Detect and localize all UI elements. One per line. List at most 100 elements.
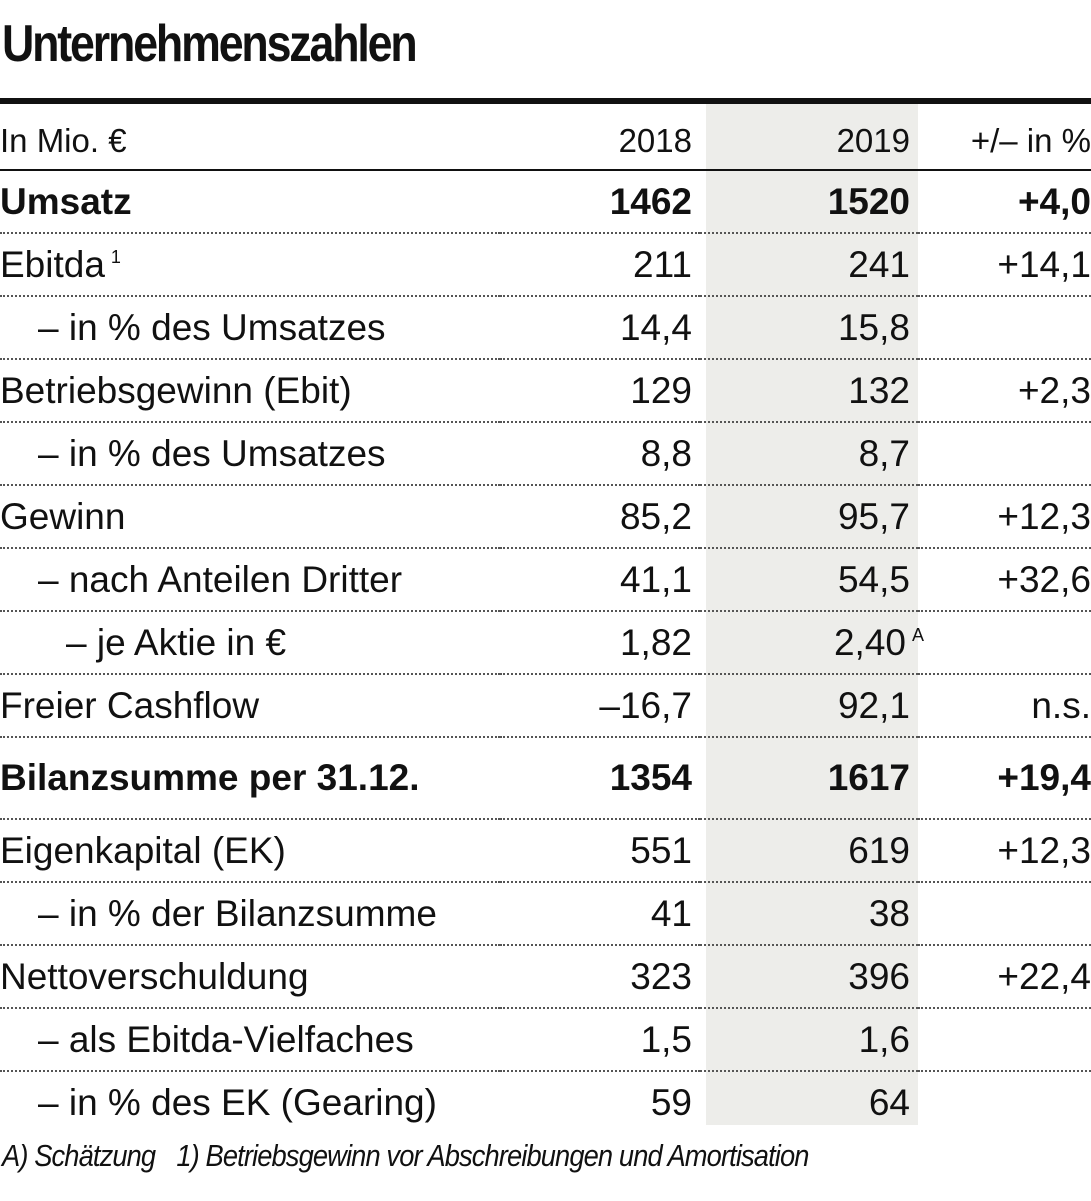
table-row: Freier Cashflow –16,7 92,1 n.s. xyxy=(0,674,1091,738)
table-row: Nettoverschuldung 323 396 +22,4 xyxy=(0,945,1091,1009)
value-2018: 1462 xyxy=(500,170,700,234)
table-row: – in % der Bilanzsumme 41 38 xyxy=(0,882,1091,946)
row-label: – nach Anteilen Dritter xyxy=(0,548,500,612)
value-2018: 129 xyxy=(500,359,700,423)
value-change-percent xyxy=(918,422,1091,486)
value-2019-text: 1520 xyxy=(827,180,910,222)
value-2019: 92,1 xyxy=(700,674,918,738)
value-2019: 95,7 xyxy=(700,485,918,549)
value-2018: 85,2 xyxy=(500,485,700,549)
value-2018: 41 xyxy=(500,882,700,946)
value-2019-text: 2,40 xyxy=(833,621,906,663)
value-2019: 619 xyxy=(700,819,918,883)
value-2019-text: 132 xyxy=(848,369,910,411)
value-2018: 211 xyxy=(500,233,700,297)
value-2019: 1520 xyxy=(700,170,918,234)
value-2019: 132 xyxy=(700,359,918,423)
header-row: In Mio. € 2018 2019 +/– in % xyxy=(0,113,1091,171)
value-2019: 64 xyxy=(700,1071,918,1133)
value-change-percent xyxy=(918,1008,1091,1072)
row-label: – je Aktie in € xyxy=(0,611,500,675)
table-row: Bilanzsumme per 31.12. 1354 1617 +19,4 xyxy=(0,737,1091,820)
row-label-text: Bilanzsumme per 31.12. xyxy=(0,757,420,798)
value-change-percent: +32,6 xyxy=(918,548,1091,612)
row-label-text: – in % des Umsatzes xyxy=(38,432,386,474)
value-2019: 396 xyxy=(700,945,918,1009)
row-label-text: Umsatz xyxy=(0,180,132,222)
table-body: Umsatz 1462 1520 +4,0 Ebitda 1 211 241 +14,1– in… xyxy=(0,170,1091,1133)
value-change-percent: +4,0 xyxy=(918,170,1091,234)
row-label-text: Ebitda xyxy=(0,243,105,285)
value-2019-text: 396 xyxy=(848,955,910,997)
row-label: Eigenkapital (EK) xyxy=(0,819,500,883)
header-2019: 2019 xyxy=(700,113,918,171)
table-row: Gewinn 85,2 95,7 +12,3 xyxy=(0,485,1091,549)
value-2018: 59 xyxy=(650,1081,692,1123)
value-change-percent: n.s. xyxy=(918,674,1091,738)
row-label: – in % des Umsatzes xyxy=(0,422,500,486)
row-label: – in % des Umsatzes xyxy=(0,296,500,360)
row-label-text: – nach Anteilen Dritter xyxy=(38,558,403,600)
figures-table: In Mio. € 2018 2019 +/– in % Umsatz 1462 1… xyxy=(0,113,1091,1133)
value-2018: 551 xyxy=(500,819,700,883)
value-2019-text: 38 xyxy=(868,892,910,934)
value-change-percent: +12,3 xyxy=(918,819,1091,883)
value-2019-text: 8,7 xyxy=(858,432,910,474)
table-row: Betriebsgewinn (Ebit) 129 132 +2,3 xyxy=(0,359,1091,423)
table-row: – in % des Umsatzes 14,4 15,8 xyxy=(0,296,1091,360)
header-2018: 2018 xyxy=(500,113,700,171)
table-row: – als Ebitda-Vielfaches 1,5 1,6 xyxy=(0,1008,1091,1072)
value-2019: 15,8 xyxy=(700,296,918,360)
value-2019-text: 619 xyxy=(848,829,910,871)
footnote-a: A) Schätzung xyxy=(2,1138,156,1173)
value-2019: 1,6 xyxy=(700,1008,918,1072)
footnote-1: 1) Betriebsgewinn vor Abschreibungen und… xyxy=(176,1138,809,1173)
row-label-text: Betriebsgewinn (Ebit) xyxy=(0,369,352,411)
row-label: – als Ebitda-Vielfaches xyxy=(0,1008,500,1072)
value-2018: 1,5 xyxy=(500,1008,700,1072)
value-change-percent xyxy=(918,611,1091,675)
value-change-percent xyxy=(918,882,1091,946)
value-change-percent: +2,3 xyxy=(918,359,1091,423)
value-2019: 241 xyxy=(700,233,918,297)
row-label: – in % der Bilanzsumme xyxy=(0,882,500,946)
row-label-text: – in % der Bilanzsumme xyxy=(38,892,437,934)
table-row: – in % des Umsatzes 8,8 8,7 xyxy=(0,422,1091,486)
row-label: Freier Cashflow xyxy=(0,674,500,738)
table-title: Unternehmenszahlen xyxy=(2,15,418,73)
value-2019-text: 1,6 xyxy=(858,1018,910,1060)
footnote-marker: A xyxy=(911,625,924,646)
value-2019-text: 54,5 xyxy=(837,558,910,600)
table-row: Umsatz 1462 1520 +4,0 xyxy=(0,170,1091,234)
row-label-text: Eigenkapital (EK) xyxy=(0,829,286,871)
row-label-text: Nettoverschuldung xyxy=(0,955,309,997)
row-label: Ebitda 1 xyxy=(0,233,500,297)
value-2018: 323 xyxy=(500,945,700,1009)
value-change-percent: +19,4 xyxy=(918,737,1091,820)
row-label-text: Gewinn xyxy=(0,495,126,537)
value-2018: 14,4 xyxy=(500,296,700,360)
row-label-text: Freier Cashflow xyxy=(0,684,260,726)
value-2019: 8,7 xyxy=(700,422,918,486)
title-rule xyxy=(0,98,1091,104)
value-2018: 1,82 xyxy=(500,611,700,675)
row-label: Bilanzsumme per 31.12. xyxy=(0,737,500,820)
footnote-marker: 1 xyxy=(110,247,121,268)
table-row: Eigenkapital (EK) 551 619 +12,3 xyxy=(0,819,1091,883)
value-2019-text: 95,7 xyxy=(837,495,910,537)
value-2019-text: 241 xyxy=(848,243,910,285)
value-2019-text: 15,8 xyxy=(837,306,910,348)
table-row: – in % des EK (Gearing) 59 64 xyxy=(0,1071,1091,1133)
value-2019: 38 xyxy=(700,882,918,946)
footnotes: A) Schätzung 1) Betriebsgewinn vor Abschr… xyxy=(2,1138,830,1174)
value-change-percent: +22,4 xyxy=(918,945,1091,1009)
table-row: – nach Anteilen Dritter 41,1 54,5 +32,6 xyxy=(0,548,1091,612)
header-change-percent: +/– in % xyxy=(918,113,1091,171)
value-change-percent: +12,3 xyxy=(918,485,1091,549)
row-label: Nettoverschuldung xyxy=(0,945,500,1009)
value-change-percent: +14,1 xyxy=(918,233,1091,297)
value-2019-text: 64 xyxy=(868,1081,910,1123)
row-label: Umsatz xyxy=(0,170,500,234)
row-label-text: – in % des EK (Gearing) xyxy=(38,1081,437,1123)
value-2019: 1617 xyxy=(700,737,918,820)
